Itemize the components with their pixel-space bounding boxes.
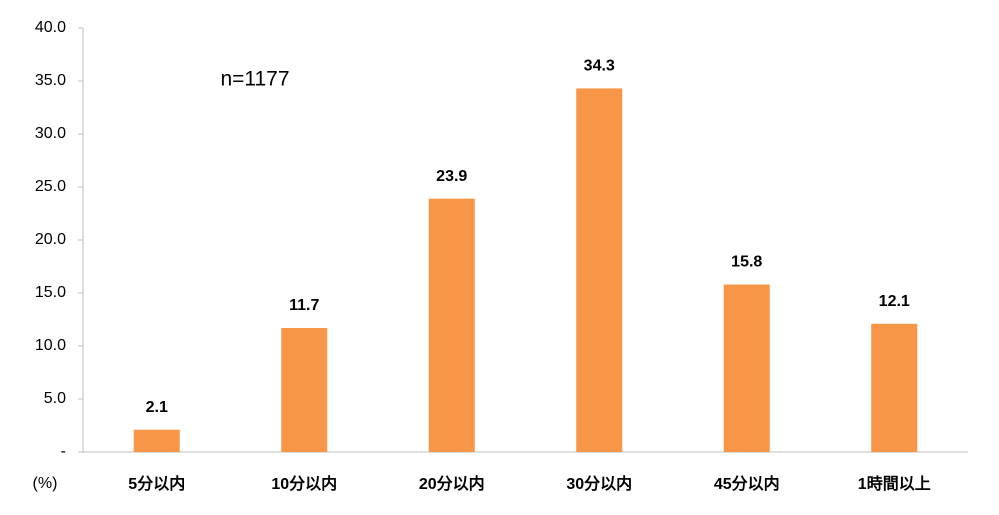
- y-tick-label: -: [61, 443, 66, 460]
- bar: [428, 198, 475, 452]
- y-tick-label: 20.0: [35, 231, 66, 248]
- bar: [281, 327, 328, 452]
- y-tick-label: 30.0: [35, 125, 66, 142]
- y-tick-label: 25.0: [35, 178, 66, 195]
- y-tick-label: 40.0: [35, 19, 66, 36]
- value-label: 11.7: [289, 297, 319, 314]
- x-tick-label: 30分以内: [566, 474, 632, 493]
- y-tick-label: 5.0: [44, 390, 66, 407]
- bar: [723, 284, 770, 452]
- x-tick-label: 45分以内: [714, 474, 780, 493]
- x-tick-label: 5分以内: [128, 474, 185, 493]
- value-label: 34.3: [584, 58, 615, 75]
- bar: [133, 429, 180, 452]
- y-axis-label: (%): [33, 475, 58, 492]
- x-tick-label: 20分以内: [419, 474, 485, 493]
- value-label: 2.1: [146, 399, 168, 416]
- bar: [871, 323, 918, 452]
- value-label: 23.9: [436, 168, 467, 185]
- bar: [576, 88, 623, 453]
- value-label: 15.8: [731, 254, 762, 271]
- x-tick-label: 1時間以上: [858, 474, 931, 493]
- y-tick-label: 35.0: [35, 72, 66, 89]
- annotation: n=1177: [220, 68, 289, 91]
- y-tick-label: 15.0: [35, 284, 66, 301]
- value-label: 12.1: [879, 293, 910, 310]
- x-tick-label: 10分以内: [271, 474, 337, 493]
- y-tick-label: 10.0: [35, 337, 66, 354]
